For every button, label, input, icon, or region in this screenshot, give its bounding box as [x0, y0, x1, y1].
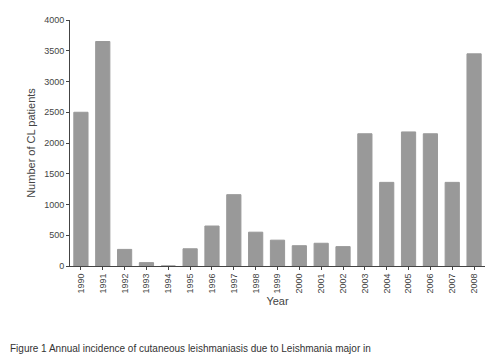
svg-text:1991: 1991	[98, 274, 108, 294]
svg-text:3000: 3000	[44, 77, 64, 87]
svg-text:2004: 2004	[382, 274, 392, 294]
svg-text:1998: 1998	[251, 274, 261, 294]
svg-text:1990: 1990	[76, 274, 86, 294]
svg-text:2005: 2005	[403, 274, 413, 294]
svg-text:1997: 1997	[229, 274, 239, 294]
svg-text:4000: 4000	[44, 15, 64, 25]
svg-text:2006: 2006	[425, 274, 435, 294]
svg-text:1996: 1996	[207, 274, 217, 294]
svg-text:2000: 2000	[44, 138, 64, 148]
svg-text:1995: 1995	[185, 274, 195, 294]
svg-text:2002: 2002	[338, 274, 348, 294]
svg-text:1993: 1993	[141, 274, 151, 294]
svg-text:2003: 2003	[360, 274, 370, 294]
svg-text:2500: 2500	[44, 107, 64, 117]
svg-text:1999: 1999	[272, 274, 282, 294]
svg-text:500: 500	[49, 230, 64, 240]
svg-text:Number of CL patients: Number of CL patients	[25, 88, 37, 198]
svg-text:Year: Year	[266, 295, 289, 307]
svg-text:2008: 2008	[469, 274, 479, 294]
svg-text:1500: 1500	[44, 169, 64, 179]
svg-text:2007: 2007	[447, 274, 457, 294]
svg-text:1992: 1992	[120, 274, 130, 294]
svg-text:3500: 3500	[44, 46, 64, 56]
svg-text:2000: 2000	[294, 274, 304, 294]
svg-text:0: 0	[59, 261, 64, 271]
svg-text:Figure 1 Annual incidence of c: Figure 1 Annual incidence of cutaneous l…	[10, 343, 371, 354]
svg-text:1000: 1000	[44, 200, 64, 210]
svg-text:1994: 1994	[163, 274, 173, 294]
svg-text:2001: 2001	[316, 274, 326, 294]
